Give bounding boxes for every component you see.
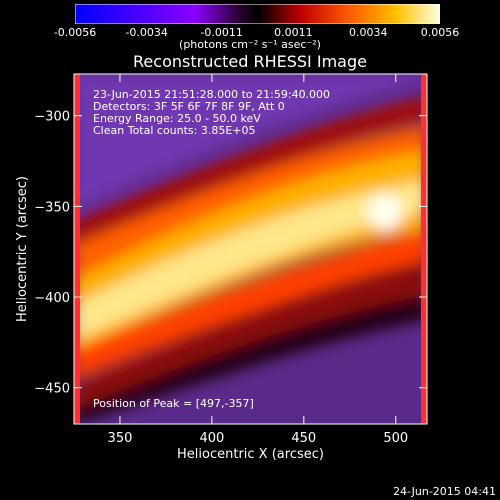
time-range-label: 23-Jun-2015 21:51:28.000 to 21:59:40.000 xyxy=(93,88,331,101)
colorbar-units: (photons cm⁻² s⁻¹ asec⁻²) xyxy=(179,38,321,51)
colorbar-tick-label: -0.0034 xyxy=(125,26,168,39)
y-tick-label: −300 xyxy=(34,110,70,125)
y-tick-label: −400 xyxy=(34,291,70,306)
energy-range-label: Energy Range: 25.0 - 50.0 keV xyxy=(93,112,261,125)
method-label: Clean Total counts: 3.85E+05 xyxy=(93,124,256,137)
colorbar-tick-label: 0.0056 xyxy=(420,26,460,39)
x-tick-label: 450 xyxy=(291,431,316,446)
chart-title: Reconstructed RHESSI Image xyxy=(133,52,367,71)
colorbar-tick-label: 0.0034 xyxy=(349,26,388,39)
y-axis-label: Heliocentric Y (arcsec) xyxy=(15,176,30,322)
peak-position-label: Position of Peak = [497,-357] xyxy=(93,397,254,410)
timestamp: 24-Jun-2015 04:41 xyxy=(393,485,496,498)
heatmap-image xyxy=(74,74,427,424)
colorbar-tick-label: 0.0011 xyxy=(274,26,313,39)
colorbar xyxy=(75,4,440,24)
x-axis-label: Heliocentric X (arcsec) xyxy=(177,447,324,462)
x-tick-label: 500 xyxy=(383,431,408,446)
y-tick-label: −450 xyxy=(34,382,70,397)
colorbar-tick-label: -0.0011 xyxy=(200,26,243,39)
y-tick-label: −350 xyxy=(34,200,70,215)
x-tick-label: 350 xyxy=(108,431,133,446)
detectors-label: Detectors: 3F 5F 6F 7F 8F 9F, Att 0 xyxy=(93,100,285,113)
colorbar-tick-label: -0.0056 xyxy=(53,26,97,39)
x-tick-label: 400 xyxy=(199,431,224,446)
